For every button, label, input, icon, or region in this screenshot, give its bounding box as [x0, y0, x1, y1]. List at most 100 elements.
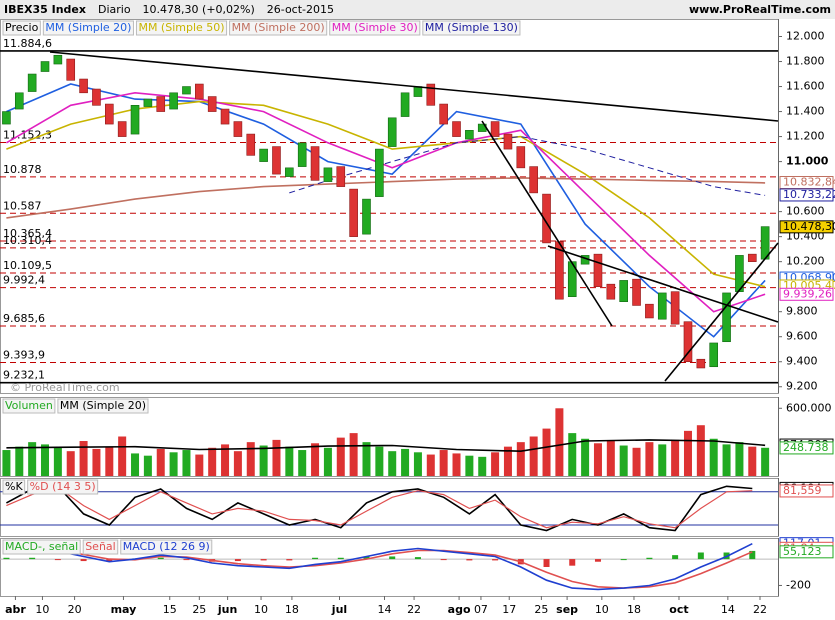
volume-bar — [118, 436, 127, 476]
x-tick-label: 17 — [502, 603, 516, 616]
legend-entry: Precio — [5, 21, 39, 34]
volume-bar — [452, 453, 461, 476]
legend-entry: %K — [5, 480, 23, 493]
volume-bar — [696, 425, 705, 476]
volume-bar — [491, 452, 500, 476]
volume-bar — [79, 441, 88, 476]
x-tick-label: 10 — [254, 603, 268, 616]
value-box-label: 81,559 — [783, 484, 822, 497]
y-tick-label: 9.600 — [786, 330, 818, 343]
histogram-bar — [440, 559, 447, 561]
x-tick-label: oct — [669, 603, 688, 616]
volume-bar — [593, 443, 602, 476]
x-tick-label: 14 — [721, 603, 735, 616]
candle — [400, 92, 410, 117]
legend-box — [135, 20, 228, 36]
legend-entry: Señal — [85, 540, 116, 553]
value-box — [779, 220, 834, 234]
volume-bar — [66, 451, 75, 476]
value-box — [779, 441, 834, 455]
watermark: © ProRealTime.com — [10, 381, 120, 394]
volume-bar — [298, 450, 307, 476]
candle — [375, 148, 384, 197]
candle — [542, 193, 551, 244]
histogram-bar — [697, 552, 704, 560]
volume-bar — [259, 445, 268, 476]
legend-entry: MACD (12 26 9) — [123, 540, 210, 553]
volume-bar — [735, 442, 744, 476]
candle — [426, 83, 436, 106]
volume-bar — [208, 447, 217, 476]
candle — [207, 96, 217, 112]
level-label: 10.109,5 — [3, 259, 52, 272]
series-line — [6, 485, 753, 532]
histogram-bar — [234, 559, 241, 562]
volume-bar — [285, 446, 294, 476]
trend-line — [547, 245, 779, 323]
legend-box — [422, 20, 521, 36]
volume-bar — [606, 441, 615, 476]
x-tick-label: 22 — [753, 603, 767, 616]
volume-bar — [542, 428, 551, 476]
value-box-label: 248.738 — [783, 441, 829, 454]
candle — [670, 291, 680, 325]
candle — [182, 86, 191, 95]
date: 26-oct-2015 — [267, 3, 334, 16]
histogram-bar — [749, 550, 756, 560]
histogram-bar — [363, 556, 370, 560]
y-tick-label: 12.000 — [786, 30, 825, 43]
legend-entry: MM (Simple 20) — [45, 21, 131, 34]
x-tick-label: ago — [448, 603, 471, 616]
candle — [747, 253, 757, 262]
x-tick-label: 25 — [534, 603, 548, 616]
y-tick-label: 11.600 — [786, 80, 825, 93]
volume-bar — [645, 442, 654, 476]
volume-bar — [156, 448, 165, 476]
value-box — [779, 188, 834, 202]
volume-bar — [619, 445, 628, 476]
y-tick-label: 11.000 — [786, 155, 829, 168]
volume-bar — [401, 448, 410, 476]
histogram-bar — [389, 556, 396, 560]
value-box-label: 9.939,26 — [783, 287, 832, 300]
trend-line — [49, 51, 779, 122]
volume-bar — [671, 439, 680, 476]
volume-bar — [362, 442, 371, 476]
candle — [465, 130, 474, 140]
histogram-bar — [260, 559, 267, 561]
histogram-bar — [286, 559, 293, 561]
candle — [567, 261, 577, 297]
volume-bar — [632, 447, 641, 476]
level-label: 10.587 — [3, 199, 42, 212]
volume-bar — [195, 454, 204, 476]
header-bar — [0, 0, 835, 19]
volume-bar — [658, 444, 667, 476]
candle — [285, 167, 294, 177]
volume-bar — [169, 452, 178, 476]
histogram-bar — [312, 557, 319, 560]
y-tick-label: 11.200 — [786, 130, 825, 143]
histogram-bar — [337, 557, 344, 560]
volume-bar — [581, 438, 590, 476]
histogram-bar — [543, 559, 550, 567]
candle — [683, 321, 693, 363]
volume-bar — [323, 447, 332, 476]
y-tick-label: 11.400 — [786, 105, 825, 118]
series-line — [6, 486, 753, 529]
x-tick-label: 18 — [627, 603, 641, 616]
candle — [696, 358, 706, 369]
candle — [105, 103, 114, 125]
series-line — [6, 83, 766, 338]
x-tick-label: 14 — [377, 603, 391, 616]
series-line — [6, 177, 766, 219]
legend-box — [27, 479, 99, 495]
legend-box — [329, 20, 421, 36]
candle — [645, 303, 654, 319]
y-tick-label: -200 — [786, 578, 811, 591]
legend-box — [2, 20, 41, 36]
volume-bar — [336, 437, 345, 476]
volume-bar — [92, 448, 101, 476]
candle — [297, 142, 307, 167]
candle — [606, 283, 616, 300]
